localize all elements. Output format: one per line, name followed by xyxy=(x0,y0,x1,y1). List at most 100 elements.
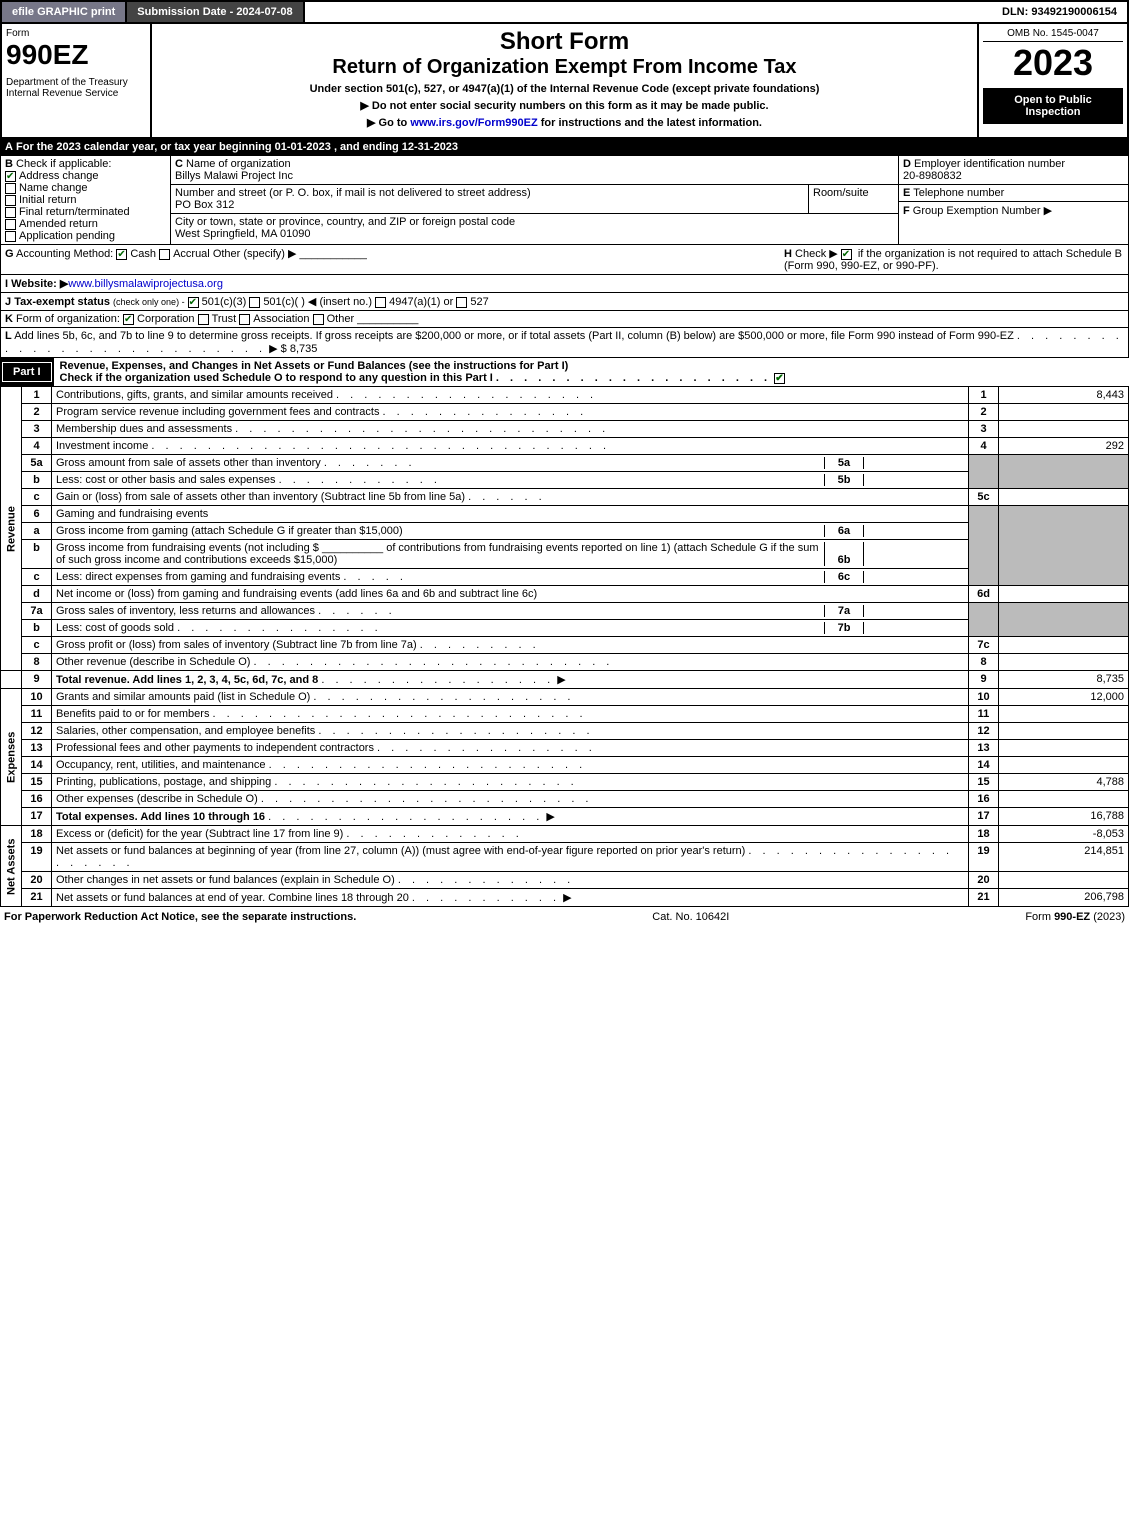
lines-table: Revenue 1Contributions, gifts, grants, a… xyxy=(0,386,1129,907)
header-left: Form 990EZ Department of the Treasury In… xyxy=(2,24,152,137)
check-501c[interactable]: 501(c)( ) ◀ (insert no.) xyxy=(249,296,372,308)
check-corporation[interactable]: Corporation xyxy=(123,313,194,325)
amt-16 xyxy=(999,791,1129,808)
line-21: 21Net assets or fund balances at end of … xyxy=(1,889,1129,907)
tax-year: 2023 xyxy=(983,42,1123,84)
topbar: efile GRAPHIC print Submission Date - 20… xyxy=(0,0,1129,24)
amt-14 xyxy=(999,757,1129,774)
amt-19: 214,851 xyxy=(999,843,1129,872)
line-6d: dNet income or (loss) from gaming and fu… xyxy=(1,586,1129,603)
line-6: 6Gaming and fundraising events xyxy=(1,506,1129,523)
gross-receipts: $ 8,735 xyxy=(281,343,318,355)
section-k: K Form of organization: Corporation Trus… xyxy=(0,311,1129,328)
check-other-org[interactable]: Other xyxy=(313,313,355,325)
check-4947[interactable]: 4947(a)(1) or xyxy=(375,296,453,308)
check-527[interactable]: 527 xyxy=(456,296,488,308)
form-header: Form 990EZ Department of the Treasury In… xyxy=(0,24,1129,139)
line-15: 15Printing, publications, postage, and s… xyxy=(1,774,1129,791)
amt-7c xyxy=(999,637,1129,654)
amt-21: 206,798 xyxy=(999,889,1129,907)
amt-9: 8,735 xyxy=(999,671,1129,689)
check-cash[interactable]: Cash xyxy=(116,248,156,260)
check-address-change[interactable]: Address change xyxy=(5,170,166,182)
footer: For Paperwork Reduction Act Notice, see … xyxy=(0,907,1129,927)
check-accrual[interactable]: Accrual xyxy=(159,248,210,260)
section-def: D Employer identification number 20-8980… xyxy=(898,156,1128,244)
check-association[interactable]: Association xyxy=(239,313,309,325)
inspection-badge: Open to Public Inspection xyxy=(983,88,1123,124)
org-name: Billys Malawi Project Inc xyxy=(175,170,293,182)
omb-number: OMB No. 1545-0047 xyxy=(983,28,1123,42)
check-schedule-b[interactable] xyxy=(841,249,852,260)
footer-mid: Cat. No. 10642I xyxy=(652,911,729,923)
section-g-h: G Accounting Method: Cash Accrual Other … xyxy=(0,245,1129,275)
section-i: I Website: ▶www.billysmalawiprojectusa.o… xyxy=(0,275,1129,293)
amt-13 xyxy=(999,740,1129,757)
room-suite: Room/suite xyxy=(808,185,898,213)
amt-4: 292 xyxy=(999,438,1129,455)
check-amended-return[interactable]: Amended return xyxy=(5,218,166,230)
section-b: B Check if applicable: Address change Na… xyxy=(1,156,171,244)
line-16: 16Other expenses (describe in Schedule O… xyxy=(1,791,1129,808)
amt-17: 16,788 xyxy=(999,808,1129,826)
line-7c: cGross profit or (loss) from sales of in… xyxy=(1,637,1129,654)
line-5c: cGain or (loss) from sale of assets othe… xyxy=(1,489,1129,506)
line-12: 12Salaries, other compensation, and empl… xyxy=(1,723,1129,740)
line-10: Expenses 10Grants and similar amounts pa… xyxy=(1,689,1129,706)
expenses-label: Expenses xyxy=(1,689,22,826)
netassets-label: Net Assets xyxy=(1,826,22,907)
bcdef-block: B Check if applicable: Address change Na… xyxy=(0,156,1129,245)
line-6c: cLess: direct expenses from gaming and f… xyxy=(1,569,1129,586)
check-application-pending[interactable]: Application pending xyxy=(5,230,166,242)
line-13: 13Professional fees and other payments t… xyxy=(1,740,1129,757)
subtitle: Under section 501(c), 527, or 4947(a)(1)… xyxy=(156,83,973,95)
line-7a: 7aGross sales of inventory, less returns… xyxy=(1,603,1129,620)
amt-3 xyxy=(999,421,1129,438)
check-final-return[interactable]: Final return/terminated xyxy=(5,206,166,218)
line-19: 19Net assets or fund balances at beginni… xyxy=(1,843,1129,872)
check-name-change[interactable]: Name change xyxy=(5,182,166,194)
amt-8 xyxy=(999,654,1129,671)
amt-2 xyxy=(999,404,1129,421)
footer-left: For Paperwork Reduction Act Notice, see … xyxy=(4,911,356,923)
header-right: OMB No. 1545-0047 2023 Open to Public In… xyxy=(977,24,1127,137)
check-501c3[interactable]: 501(c)(3) xyxy=(188,296,247,308)
amt-6d xyxy=(999,586,1129,603)
check-schedule-o[interactable] xyxy=(774,373,785,384)
line-3: 3Membership dues and assessments . . . .… xyxy=(1,421,1129,438)
ein: 20-8980832 xyxy=(903,170,962,182)
line-7b: bLess: cost of goods sold . . . . . . . … xyxy=(1,620,1129,637)
line-20: 20Other changes in net assets or fund ba… xyxy=(1,872,1129,889)
line-1: Revenue 1Contributions, gifts, grants, a… xyxy=(1,387,1129,404)
part-i-header: Part I Revenue, Expenses, and Changes in… xyxy=(0,358,1129,386)
line-2: 2Program service revenue including gover… xyxy=(1,404,1129,421)
line-17: 17Total expenses. Add lines 10 through 1… xyxy=(1,808,1129,826)
amt-5c xyxy=(999,489,1129,506)
form-label: Form xyxy=(6,28,146,39)
amt-20 xyxy=(999,872,1129,889)
section-a: A For the 2023 calendar year, or tax yea… xyxy=(0,139,1129,156)
check-initial-return[interactable]: Initial return xyxy=(5,194,166,206)
line-14: 14Occupancy, rent, utilities, and mainte… xyxy=(1,757,1129,774)
efile-print-button[interactable]: efile GRAPHIC print xyxy=(2,2,127,22)
org-city: West Springfield, MA 01090 xyxy=(175,228,311,240)
section-j: J Tax-exempt status (check only one) - 5… xyxy=(0,293,1129,311)
part-tab: Part I xyxy=(2,362,52,382)
org-street: PO Box 312 xyxy=(175,199,234,211)
section-l: L Add lines 5b, 6c, and 7b to line 9 to … xyxy=(0,328,1129,358)
title-line1: Short Form xyxy=(156,28,973,56)
revenue-label: Revenue xyxy=(1,387,22,671)
warning2: ▶ Go to www.irs.gov/Form990EZ for instru… xyxy=(156,116,973,129)
amt-1: 8,443 xyxy=(999,387,1129,404)
line-11: 11Benefits paid to or for members . . . … xyxy=(1,706,1129,723)
title-line2: Return of Organization Exempt From Incom… xyxy=(156,56,973,79)
irs-link[interactable]: www.irs.gov/Form990EZ xyxy=(410,117,537,129)
check-other[interactable]: Other (specify) ▶ xyxy=(213,248,297,260)
warning1: ▶ Do not enter social security numbers o… xyxy=(156,99,973,112)
form-number: 990EZ xyxy=(6,39,146,71)
check-trust[interactable]: Trust xyxy=(198,313,237,325)
line-8: 8Other revenue (describe in Schedule O) … xyxy=(1,654,1129,671)
website-link[interactable]: www.billysmalawiprojectusa.org xyxy=(68,278,223,290)
line-6b: bGross income from fundraising events (n… xyxy=(1,540,1129,569)
department: Department of the Treasury Internal Reve… xyxy=(6,77,146,99)
